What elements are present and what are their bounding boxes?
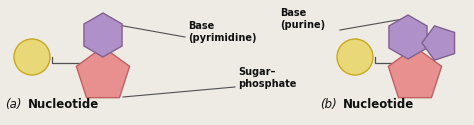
- Text: Base: Base: [280, 8, 306, 18]
- Circle shape: [14, 39, 50, 75]
- Circle shape: [337, 39, 373, 75]
- Text: Nucleotide: Nucleotide: [28, 98, 99, 111]
- Text: (b): (b): [320, 98, 337, 111]
- Text: Nucleotide: Nucleotide: [343, 98, 414, 111]
- Text: (pyrimidine): (pyrimidine): [188, 33, 256, 43]
- Polygon shape: [84, 13, 122, 57]
- Polygon shape: [76, 47, 129, 98]
- Text: (a): (a): [5, 98, 21, 111]
- Text: Sugar–: Sugar–: [238, 67, 275, 77]
- Text: (purine): (purine): [280, 20, 325, 30]
- Polygon shape: [422, 26, 455, 60]
- Text: Base: Base: [188, 21, 214, 31]
- Text: phosphate: phosphate: [238, 79, 296, 89]
- Polygon shape: [389, 15, 427, 59]
- Polygon shape: [388, 47, 442, 98]
